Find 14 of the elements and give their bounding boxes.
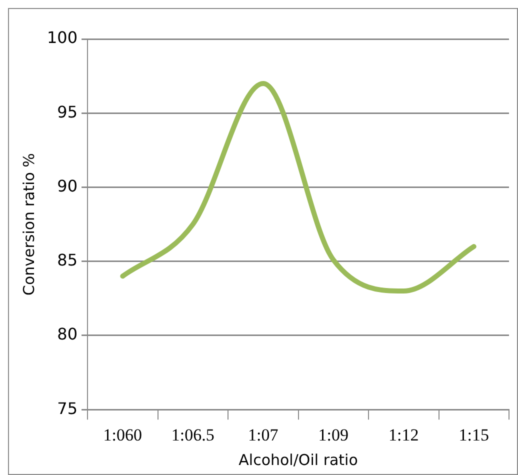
x-tick-label: 1:09	[318, 425, 349, 444]
y-tick-label: 85	[57, 250, 78, 270]
x-tick-label: 1:07	[248, 425, 279, 444]
y-axis-title: Conversion ratio %	[20, 153, 38, 296]
y-tick-label: 100	[46, 28, 78, 48]
y-tick-label: 90	[57, 176, 78, 196]
y-tick-label: 80	[57, 324, 78, 344]
x-tick-label: 1:15	[458, 425, 489, 444]
y-tick-label: 95	[57, 102, 78, 122]
x-tick-label: 1:06.5	[171, 425, 214, 444]
x-axis-title: Alcohol/Oil ratio	[238, 450, 358, 469]
x-tick-label: 1:060	[103, 425, 142, 444]
y-tick-label: 75	[57, 398, 78, 418]
x-tick-label: 1:12	[388, 425, 419, 444]
